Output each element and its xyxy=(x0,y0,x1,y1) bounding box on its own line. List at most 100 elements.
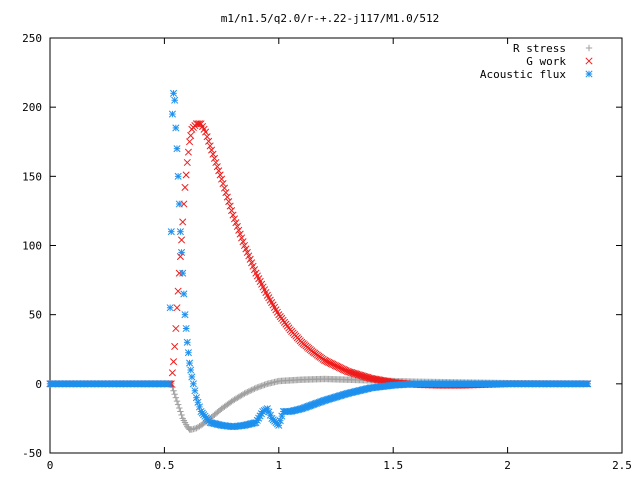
data-point xyxy=(176,228,184,236)
y-tick-label: 100 xyxy=(22,240,42,253)
data-point xyxy=(167,228,175,236)
data-point xyxy=(169,358,178,366)
data-point xyxy=(364,373,372,382)
data-point xyxy=(249,386,257,393)
data-point xyxy=(173,304,181,312)
data-point xyxy=(351,370,360,378)
series-layer xyxy=(46,89,592,433)
data-point xyxy=(275,421,283,429)
data-point xyxy=(203,133,211,141)
data-point xyxy=(219,180,227,188)
chart-title: m1/n1.5/q2.0/r-+.22-j117/M1.0/512 xyxy=(221,12,440,25)
data-point xyxy=(184,148,192,156)
data-point xyxy=(362,373,370,381)
data-point xyxy=(178,411,185,419)
data-point xyxy=(360,372,368,380)
data-point xyxy=(171,96,179,104)
data-point xyxy=(262,381,270,388)
data-point xyxy=(179,218,187,226)
data-point xyxy=(355,371,364,379)
data-point xyxy=(188,373,196,381)
data-point xyxy=(181,183,189,191)
data-point xyxy=(194,398,202,406)
data-point xyxy=(210,154,219,162)
data-point xyxy=(174,401,182,408)
data-point xyxy=(233,222,241,231)
data-point xyxy=(182,324,190,333)
data-point xyxy=(223,193,231,201)
data-point xyxy=(222,189,230,197)
data-point xyxy=(175,269,183,277)
y-tick-label: 200 xyxy=(22,101,42,114)
series-g-work xyxy=(46,120,592,389)
data-point xyxy=(173,145,181,153)
data-point xyxy=(174,172,182,180)
y-tick-label: 50 xyxy=(29,309,42,322)
data-point xyxy=(187,366,195,374)
data-point xyxy=(225,198,233,206)
series-acoustic-flux xyxy=(46,89,592,431)
data-point xyxy=(180,290,188,298)
legend-label: Acoustic flux xyxy=(480,68,566,81)
data-point xyxy=(248,386,255,394)
data-point xyxy=(226,202,234,210)
data-point xyxy=(258,382,265,390)
data-point xyxy=(171,342,179,351)
data-point xyxy=(174,287,182,295)
data-point xyxy=(213,163,221,171)
data-point xyxy=(173,397,181,405)
data-point xyxy=(228,207,236,215)
data-point xyxy=(168,369,176,377)
legend-marker xyxy=(585,57,593,65)
data-point xyxy=(176,253,184,261)
data-point xyxy=(257,383,264,390)
data-point xyxy=(358,372,366,380)
data-point xyxy=(183,158,191,167)
data-point xyxy=(183,338,191,346)
x-tick-label: 0.5 xyxy=(154,459,174,472)
data-point xyxy=(251,385,258,392)
y-tick-label: 250 xyxy=(22,32,42,45)
data-point xyxy=(172,394,180,401)
x-tick-label: 1.5 xyxy=(383,459,403,472)
data-point xyxy=(584,380,592,388)
data-point xyxy=(261,381,268,389)
data-point xyxy=(239,238,247,246)
data-point xyxy=(168,110,176,118)
data-point xyxy=(244,388,251,396)
y-tick-label: 0 xyxy=(35,378,42,391)
data-point xyxy=(346,368,354,376)
data-point xyxy=(255,383,262,391)
data-point xyxy=(350,369,358,377)
data-point xyxy=(218,175,226,183)
data-point xyxy=(357,371,365,380)
data-point xyxy=(354,371,362,379)
data-point xyxy=(182,171,190,179)
data-point xyxy=(176,404,183,412)
data-point xyxy=(181,311,189,319)
data-point xyxy=(247,387,254,394)
data-point xyxy=(179,269,187,277)
data-point xyxy=(171,391,178,398)
x-tick-label: 0 xyxy=(47,459,54,472)
data-point xyxy=(232,219,240,227)
data-point xyxy=(178,248,186,256)
data-point xyxy=(206,142,214,150)
data-point xyxy=(187,131,195,140)
plot-frame xyxy=(49,37,623,454)
data-point xyxy=(166,304,174,312)
x-tick-label: 2 xyxy=(504,459,511,472)
data-point xyxy=(178,236,186,244)
data-point xyxy=(191,387,199,395)
data-point xyxy=(172,124,180,132)
data-point xyxy=(215,167,223,175)
data-point xyxy=(353,370,361,378)
data-point xyxy=(349,369,357,377)
data-point xyxy=(208,146,216,154)
legend-marker xyxy=(585,44,593,52)
data-point xyxy=(212,158,220,167)
data-point xyxy=(177,408,184,415)
x-tick-label: 1 xyxy=(275,459,282,472)
